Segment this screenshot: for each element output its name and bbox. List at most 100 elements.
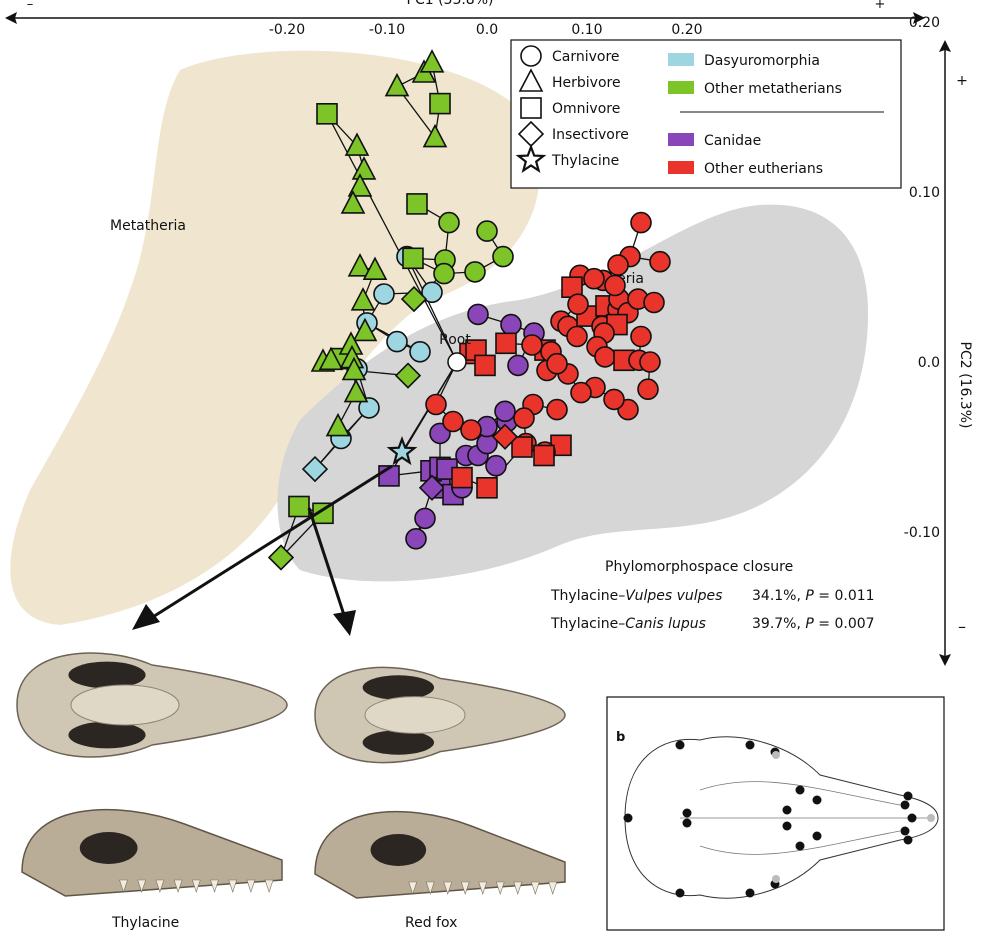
skull-side-orbit (79, 832, 138, 864)
closure-species: Thylacine– (550, 616, 625, 632)
data-point-other-eutherians (513, 407, 535, 429)
closure-row: Thylacine–Vulpes vulpes (550, 588, 722, 604)
closure-p-value: = 0.007 (814, 616, 875, 632)
x-tick-label: 0.0 (476, 22, 498, 38)
data-point-other-eutherians (511, 436, 533, 458)
panel-b-landmark-diagram: b (606, 696, 945, 931)
legend-star-icon (515, 143, 547, 174)
legend-circle-icon (520, 45, 542, 67)
skull-tooth (137, 879, 147, 893)
closure-species-italic: Canis lupus (625, 616, 706, 632)
skull-orbit (68, 721, 146, 749)
closure-value: 39.7%, P = 0.007 (752, 616, 875, 632)
skull-orbit (68, 661, 146, 689)
skull-tooth (425, 881, 435, 895)
skull-side-outline (21, 808, 283, 897)
data-point-other-metatherians (492, 245, 514, 268)
data-point-dasyuromorphia (421, 281, 443, 304)
data-point-canidae (507, 354, 529, 377)
data-point-other-metatherians (344, 132, 370, 156)
data-point-other-eutherians (643, 291, 665, 314)
data-point-other-eutherians (460, 419, 482, 441)
closure-species-italic: Vulpes vulpes (625, 588, 722, 604)
skull-tooth (155, 879, 165, 893)
y-tick-label: 0.0 (918, 355, 940, 371)
data-point-other-metatherians (433, 262, 455, 285)
skull-side-orbit (370, 834, 427, 866)
panel-b-landmark (675, 740, 685, 750)
y-tick-label: 0.10 (909, 185, 940, 201)
x-axis-plus-sign: + (875, 0, 886, 12)
closure-species: Thylacine– (550, 588, 625, 604)
data-point-other-metatherians (352, 317, 378, 342)
skull-tooth (530, 881, 540, 895)
x-tick-label: 0.20 (671, 22, 702, 38)
data-point-other-eutherians (442, 410, 464, 433)
skull-tooth (191, 879, 201, 893)
x-axis-label: PC1 (33.8%) (407, 0, 494, 8)
closure-percent: 39.7%, (752, 616, 805, 632)
thylacine-point (386, 435, 418, 466)
data-point-other-metatherians (318, 346, 344, 371)
data-point-canidae (414, 507, 436, 530)
data-point-other-eutherians (546, 352, 568, 375)
axes: PC1 (33.8%) – + -0.20 -0.10 0.0 0.10 0.20 0.20 0.… (5, 0, 973, 666)
panel-b-semilandmark (772, 875, 780, 883)
x-axis-right-arrow (913, 12, 925, 24)
red-fox-skull-lateral (314, 810, 566, 899)
closure-value: 34.1%, P = 0.011 (752, 588, 875, 604)
data-point-other-metatherians (422, 123, 448, 148)
x-tick-label: -0.20 (269, 22, 305, 38)
data-point-other-eutherians (603, 388, 625, 411)
panel-b-landmark (900, 800, 910, 810)
legend-color-swatch (668, 133, 694, 146)
data-point-other-metatherians (419, 49, 445, 73)
x-tick-label: -0.10 (369, 22, 405, 38)
skull-tooth (513, 881, 523, 895)
skull-tooth (119, 879, 128, 893)
panel-b-landmark (682, 808, 692, 818)
legend-group-label: Canidae (704, 133, 761, 149)
data-point-other-metatherians (341, 356, 367, 381)
legend-color-swatch (668, 53, 694, 66)
data-point-other-eutherians (474, 354, 496, 377)
panel-b-semilandmark (927, 814, 935, 822)
skull-tooth (408, 881, 418, 895)
skull-orbit (362, 675, 435, 700)
skull-photos (16, 652, 566, 899)
skull-cranium (364, 696, 466, 734)
data-point-other-eutherians (495, 332, 517, 355)
root-node (447, 352, 467, 372)
root-label: Root (439, 332, 471, 348)
data-point-other-eutherians (607, 254, 629, 276)
data-point-other-eutherians (476, 476, 498, 499)
data-point-other-eutherians (630, 325, 652, 348)
data-point-other-eutherians (649, 250, 671, 273)
data-point-other-metatherians (402, 247, 424, 270)
panel-b-landmark (682, 818, 692, 828)
panel-b-landmark (903, 835, 913, 845)
skull-tooth (264, 879, 274, 893)
data-point-dasyuromorphia (373, 283, 395, 305)
panel-b-landmark (795, 785, 805, 795)
closure-percent: 34.1%, (752, 588, 805, 604)
data-point-dasyuromorphia (386, 330, 408, 353)
legend-shape-label: Insectivore (552, 127, 629, 143)
legend: Carnivore Herbivore Omnivore Insectivore Thy… (510, 39, 902, 189)
data-point-other-metatherians (394, 362, 422, 389)
panel-b-landmark (745, 740, 755, 750)
data-point-other-metatherians (362, 256, 388, 280)
legend-group-label: Other metatherians (704, 81, 842, 97)
metatheria-label: Metatheria (110, 218, 186, 234)
y-axis-label: PC2 (16.3%) (957, 342, 973, 429)
closure-p-label: P (805, 588, 814, 604)
data-point-other-metatherians (288, 495, 310, 518)
data-point-other-eutherians (630, 211, 652, 234)
arrow-head-fox (333, 610, 356, 636)
data-point-other-metatherians (464, 261, 486, 283)
legend-square-icon (520, 97, 542, 119)
skull-side-outline (314, 810, 566, 899)
root-branch (406, 256, 458, 363)
data-point-canidae (418, 474, 446, 501)
data-point-other-metatherians (340, 190, 366, 214)
